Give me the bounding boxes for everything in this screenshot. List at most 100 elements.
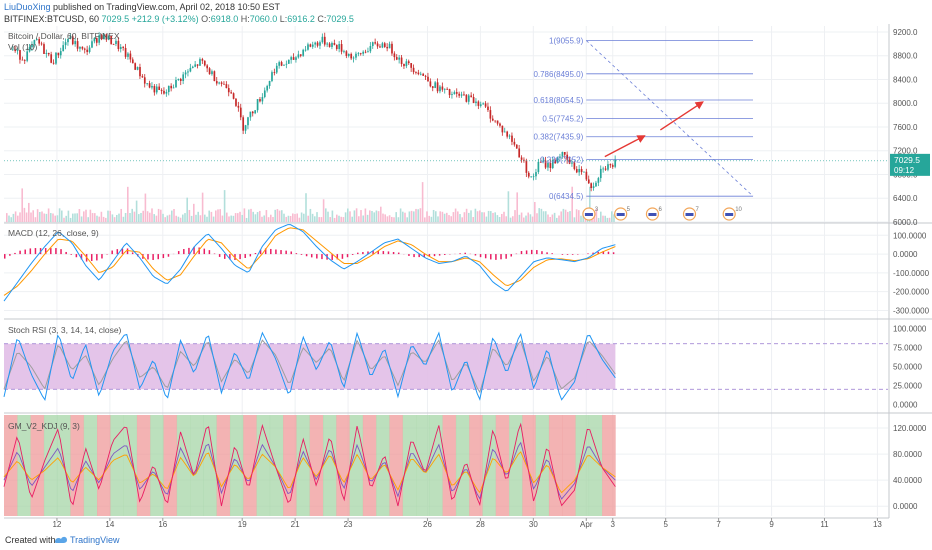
candle-body	[247, 117, 249, 126]
candle-body	[31, 44, 33, 48]
candle-body	[74, 41, 77, 45]
volume-bar	[270, 214, 272, 222]
kdj-bg-segment	[203, 415, 217, 516]
volume-bar	[263, 215, 265, 222]
tradingview-logo-icon	[54, 533, 68, 547]
volume-bar	[226, 212, 228, 222]
macd-hist-bar	[111, 250, 113, 255]
volume-bar	[382, 213, 384, 222]
publisher-name[interactable]: LiuDuoXing	[4, 2, 51, 12]
volume-bar	[281, 210, 283, 222]
volume-bar	[179, 217, 182, 222]
event-marker-label: 3	[595, 207, 599, 213]
volume-bar	[162, 213, 164, 222]
volume-bar	[283, 213, 285, 222]
macd-hist-bar	[162, 254, 165, 259]
volume-bar	[83, 211, 85, 222]
kdj-bg-segment	[97, 415, 111, 516]
candle-body	[463, 94, 465, 96]
macd-hist-bar	[75, 254, 78, 258]
volume-bar	[347, 208, 349, 222]
volume-bar	[441, 211, 444, 222]
kdj-bg-segment	[176, 415, 191, 516]
volume-bar	[215, 210, 217, 222]
volume-bar	[314, 216, 316, 222]
volume-bar	[96, 215, 98, 222]
macd-hist-bar	[505, 254, 507, 259]
volume-bar	[373, 212, 375, 222]
candle-body	[256, 99, 259, 111]
candle-body	[357, 53, 360, 55]
tradingview-brand-link[interactable]: TradingView	[70, 535, 120, 545]
volume-bar	[69, 217, 72, 222]
event-flag-stripe	[616, 213, 625, 216]
stoch-pane-title: Stoch RSI (3, 3, 14, 14, close)	[8, 325, 122, 335]
time-tick-6: 26	[423, 520, 432, 529]
price-tick-2: 8400.0	[893, 75, 918, 84]
candle-body	[91, 41, 93, 48]
macd-hist-bar	[571, 254, 574, 255]
volume-bar	[67, 210, 70, 222]
macd-hist-bar	[510, 254, 513, 257]
volume-bar	[595, 208, 598, 222]
volume-bar	[19, 212, 21, 222]
event-marker-label: 6	[658, 207, 662, 213]
candle-body	[367, 51, 369, 53]
volume-bar	[10, 217, 12, 222]
candle-body	[609, 164, 612, 166]
volume-bar	[439, 211, 441, 222]
volume-bar	[606, 217, 609, 222]
macd-hist-bar	[55, 248, 57, 255]
volume-bar	[342, 217, 345, 222]
macd-hist-bar	[520, 251, 523, 255]
volume-bar	[72, 213, 74, 222]
volume-bar	[173, 208, 175, 222]
volume-bar	[353, 210, 356, 222]
time-tick-11: 5	[663, 520, 668, 529]
candle-body	[400, 57, 403, 65]
candle-body	[388, 43, 391, 49]
macd-hist-bar	[357, 252, 359, 255]
macd-hist-bar	[290, 251, 293, 255]
volume-bar	[41, 211, 43, 222]
volume-bar	[8, 215, 10, 222]
volume-bar	[487, 210, 490, 222]
volume-bar	[578, 210, 580, 222]
footer: Created with TradingView	[0, 530, 932, 550]
kdj-line-j	[3, 422, 616, 507]
macd-hist-bar	[392, 252, 395, 255]
candle-body	[369, 46, 372, 52]
candle-body	[143, 77, 146, 84]
candle-body	[59, 51, 62, 56]
candle-body	[436, 82, 439, 92]
macd-hist-bar	[239, 254, 241, 260]
time-tick-10: 3	[611, 520, 616, 529]
candle-body	[179, 78, 182, 81]
candle-body	[107, 35, 110, 40]
volume-bar	[443, 213, 446, 222]
event-flag-stripe	[725, 213, 734, 216]
candle-body	[215, 81, 218, 84]
volume-bar	[204, 214, 206, 222]
candle-body	[319, 42, 321, 46]
volume-bar	[87, 217, 89, 222]
volume-bar	[252, 211, 254, 222]
kdj-bg-segment	[362, 415, 377, 516]
candle-body	[285, 63, 288, 65]
volume-bar	[386, 216, 389, 222]
candle-body	[110, 35, 113, 44]
candle-body	[379, 46, 381, 48]
fib-level-label: 0.618(8054.5)	[533, 96, 583, 105]
event-markers: 3 5 6 7 10	[582, 207, 743, 221]
macd-hist-bar	[264, 248, 267, 255]
volume-bar	[201, 192, 204, 222]
event-flag-stripe	[648, 213, 657, 216]
volume-bar	[278, 210, 281, 222]
volume-bar	[468, 212, 470, 222]
volume-bar	[404, 212, 406, 222]
candle-body	[573, 162, 576, 170]
volume-bar	[320, 217, 323, 222]
candle-body	[508, 135, 511, 137]
candle-body	[76, 41, 79, 49]
